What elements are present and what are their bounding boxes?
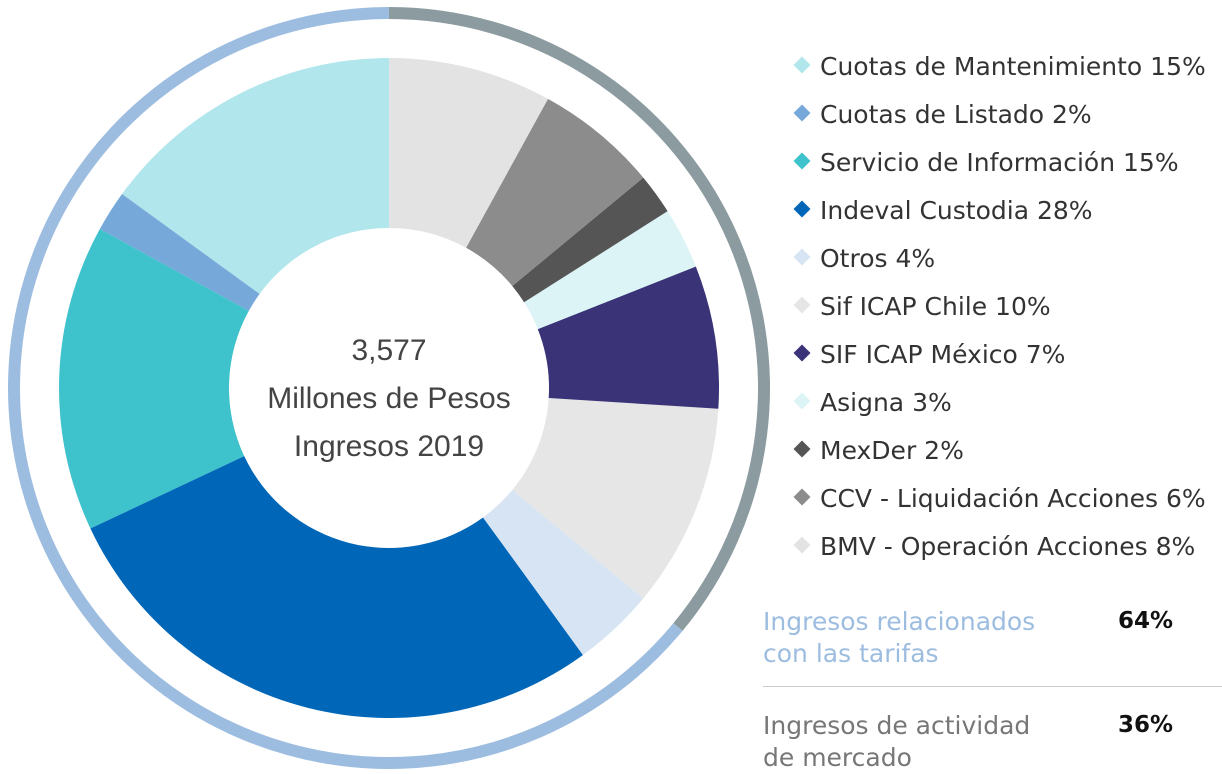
legend-swatch	[793, 248, 811, 266]
legend-value: 8%	[1155, 532, 1196, 561]
legend-value: 4%	[895, 244, 936, 273]
summary-arc	[8, 7, 683, 769]
legend-item: Otros 4%	[793, 244, 936, 273]
legend-label: BMV - Operación Acciones	[820, 532, 1148, 561]
legend-item: Asigna 3%	[793, 388, 952, 417]
legend-swatch	[793, 344, 811, 362]
legend-label: Cuotas de Listado	[820, 100, 1045, 129]
legend-label: Cuotas de Mantenimiento	[820, 52, 1143, 81]
separator	[763, 686, 1222, 687]
legend-swatch	[793, 392, 811, 410]
chart: 3,577 Millones de Pesos Ingresos 2019	[8, 7, 770, 769]
legend-swatch	[793, 56, 811, 74]
donut-slice	[512, 398, 719, 599]
center-text: Millones de Pesos	[267, 382, 510, 415]
legend-label: SIF ICAP México	[820, 340, 1018, 369]
legend-item: Sif ICAP Chile 10%	[793, 292, 1051, 321]
legend-label: Sif ICAP Chile	[820, 292, 988, 321]
legend-item: CCV - Liquidación Acciones 6%	[793, 484, 1206, 513]
legend-value: 7%	[1025, 340, 1066, 369]
legend-item: Cuotas de Mantenimiento 15%	[793, 52, 1206, 81]
summary-value: 36%	[1118, 712, 1174, 738]
legend-value: 28%	[1037, 196, 1093, 225]
legend-item: Cuotas de Listado 2%	[793, 100, 1092, 129]
legend-swatch	[793, 152, 811, 170]
legend-label: Asigna	[820, 388, 905, 417]
donut-slice	[483, 489, 644, 655]
legend-value: 3%	[912, 388, 952, 417]
legend-swatch	[793, 104, 811, 122]
legend-label: MexDer	[820, 436, 917, 465]
summary-label: Ingresos relacionados con las tarifas	[763, 607, 1036, 668]
donut-slice	[122, 58, 390, 294]
legend-item: MexDer 2%	[793, 436, 964, 465]
summary-label: Ingresos de actividad de mercado	[763, 711, 1031, 772]
legend-item: SIF ICAP México 7%	[793, 340, 1066, 369]
donut-slice	[389, 58, 548, 248]
legend-swatch	[793, 536, 811, 554]
legend-item: Servicio de Información 15%	[793, 148, 1179, 177]
legend-value: 10%	[995, 292, 1051, 321]
donut-slice	[512, 177, 668, 303]
legend-swatch	[793, 488, 811, 506]
legend-value: 6%	[1166, 484, 1206, 513]
legend-label: Indeval Custodia	[820, 196, 1030, 225]
legend-item: BMV - Operación Acciones 8%	[793, 532, 1196, 561]
donut-slice	[466, 98, 644, 287]
legend-label: Servicio de Información	[820, 148, 1116, 177]
legend-label: Otros	[820, 244, 888, 273]
center-text: Ingresos 2019	[294, 430, 484, 463]
legend-swatch	[793, 200, 811, 218]
legend-value: 2%	[924, 436, 964, 465]
legend-value: 2%	[1052, 100, 1092, 129]
legend-value: 15%	[1150, 52, 1206, 81]
legend-swatch	[793, 296, 811, 314]
legend-item: Indeval Custodia 28%	[793, 196, 1093, 225]
donut-slice	[59, 229, 249, 529]
center-text: 3,577	[351, 334, 426, 367]
legend-label: CCV - Liquidación Acciones	[820, 484, 1159, 513]
legend-swatch	[793, 440, 811, 458]
donut-slice	[90, 456, 583, 718]
donut-slice	[99, 194, 260, 311]
summary-arc	[388, 7, 770, 631]
legend-value: 15%	[1123, 148, 1179, 177]
summary-value: 64%	[1118, 608, 1174, 634]
donut-slice	[524, 211, 696, 330]
donut-slice	[537, 266, 719, 409]
